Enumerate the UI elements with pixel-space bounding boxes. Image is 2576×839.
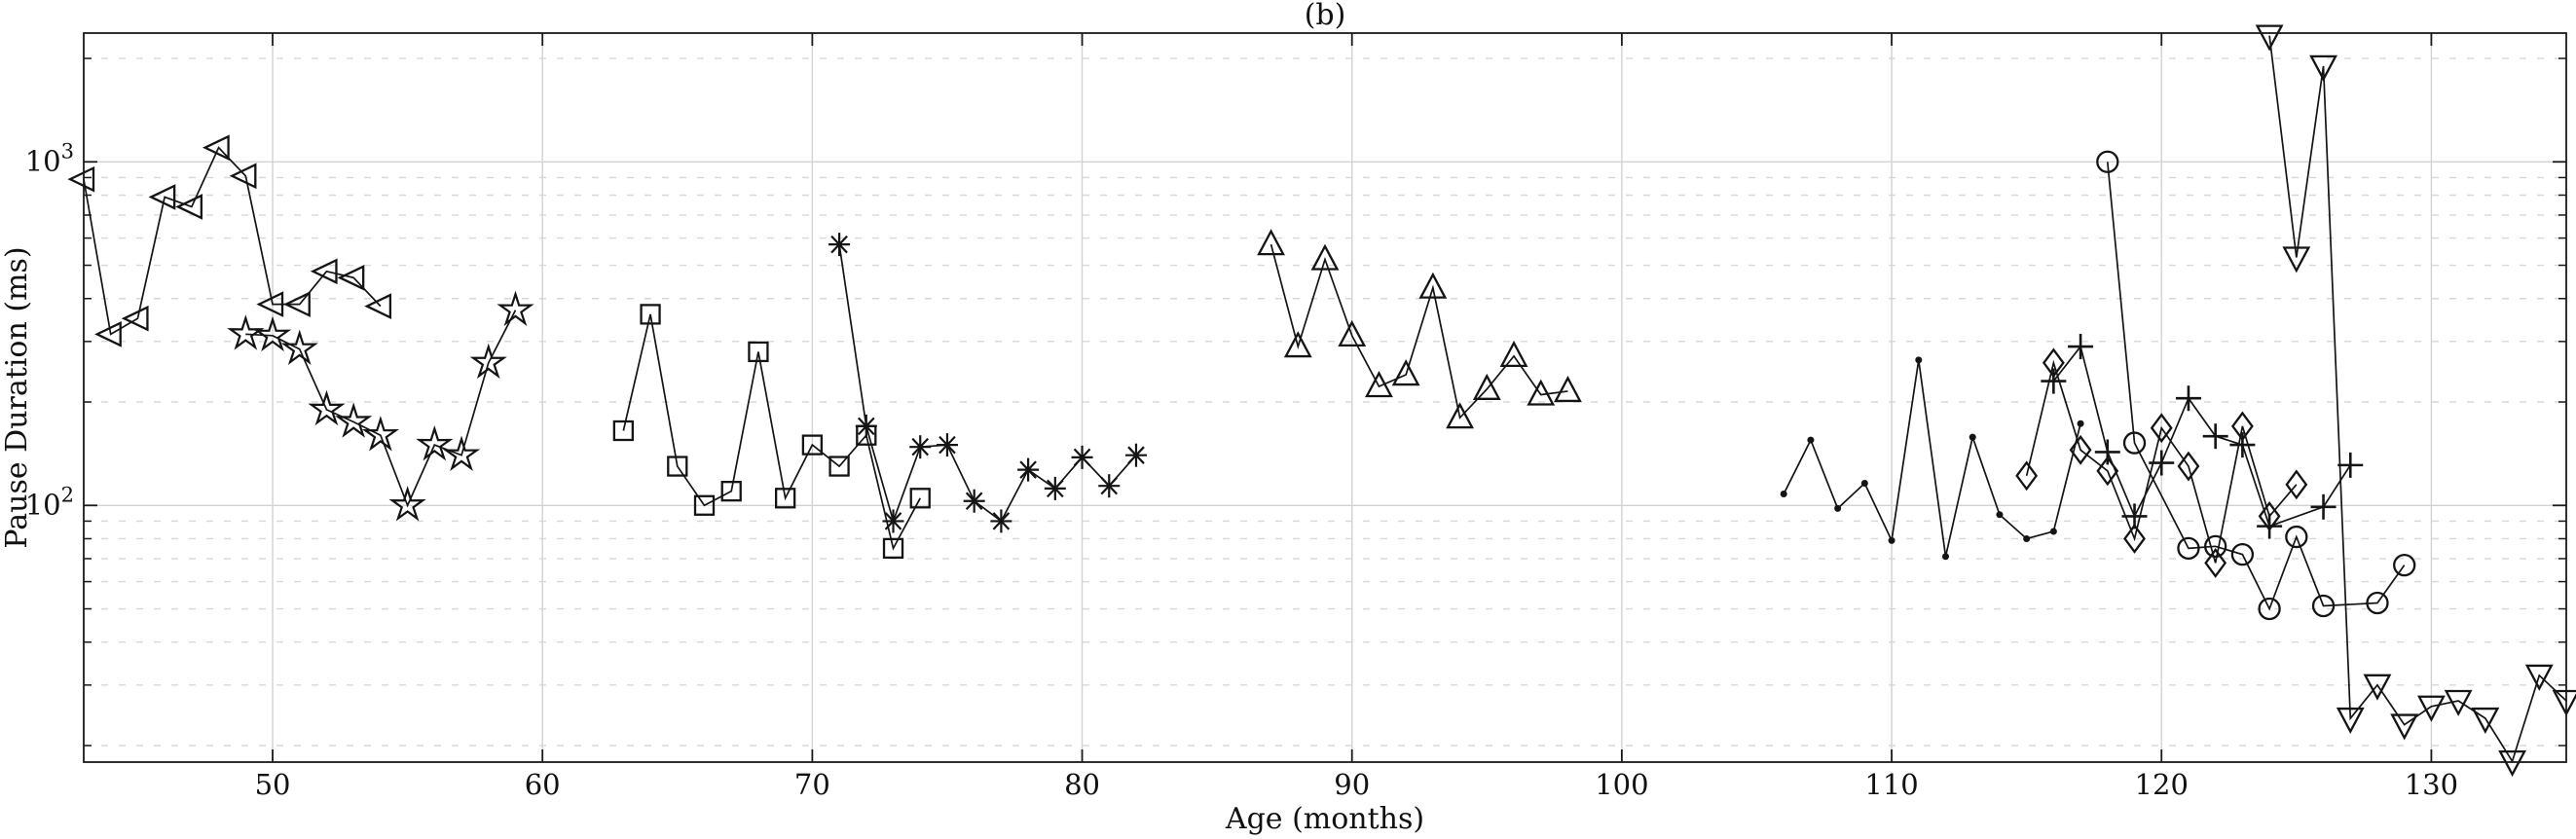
x-tick-label: 50 [255, 768, 291, 801]
series-line [2269, 36, 2566, 762]
y-axis-label: Pause Duration (ms) [0, 246, 34, 548]
series-line [839, 244, 1136, 521]
series-child-1-triangle-left [70, 136, 390, 346]
series-child-8-plus [2041, 334, 2363, 539]
series-child-6-point [1781, 356, 2084, 560]
x-tick-label: 130 [2405, 768, 2458, 801]
x-tick-label: 60 [525, 768, 561, 801]
x-tick-label: 110 [1864, 768, 1918, 801]
series-line [2108, 162, 2405, 608]
series-child-4-asterisk [828, 233, 1147, 532]
x-tick-label: 70 [794, 768, 830, 801]
series-child-10-triangle-down [2258, 26, 2576, 775]
series-line [1271, 244, 1568, 418]
series-line [245, 310, 515, 506]
x-tick-label: 100 [1595, 768, 1648, 801]
series-line [1784, 360, 2080, 557]
y-tick-label: 103 [25, 139, 74, 177]
x-axis-label: Age (months) [1225, 802, 1424, 835]
series-child-9-circle [2097, 152, 2414, 619]
series-line [2053, 347, 2350, 527]
series-child-5-triangle-up [1259, 232, 1580, 428]
series-child-3-square [614, 305, 930, 557]
chart-title: (b) [1305, 0, 1346, 32]
x-tick-label: 90 [1334, 768, 1370, 801]
x-tick-label: 120 [2135, 768, 2189, 801]
series-child-2-pentagram [231, 294, 532, 518]
x-tick-label: 80 [1064, 768, 1100, 801]
